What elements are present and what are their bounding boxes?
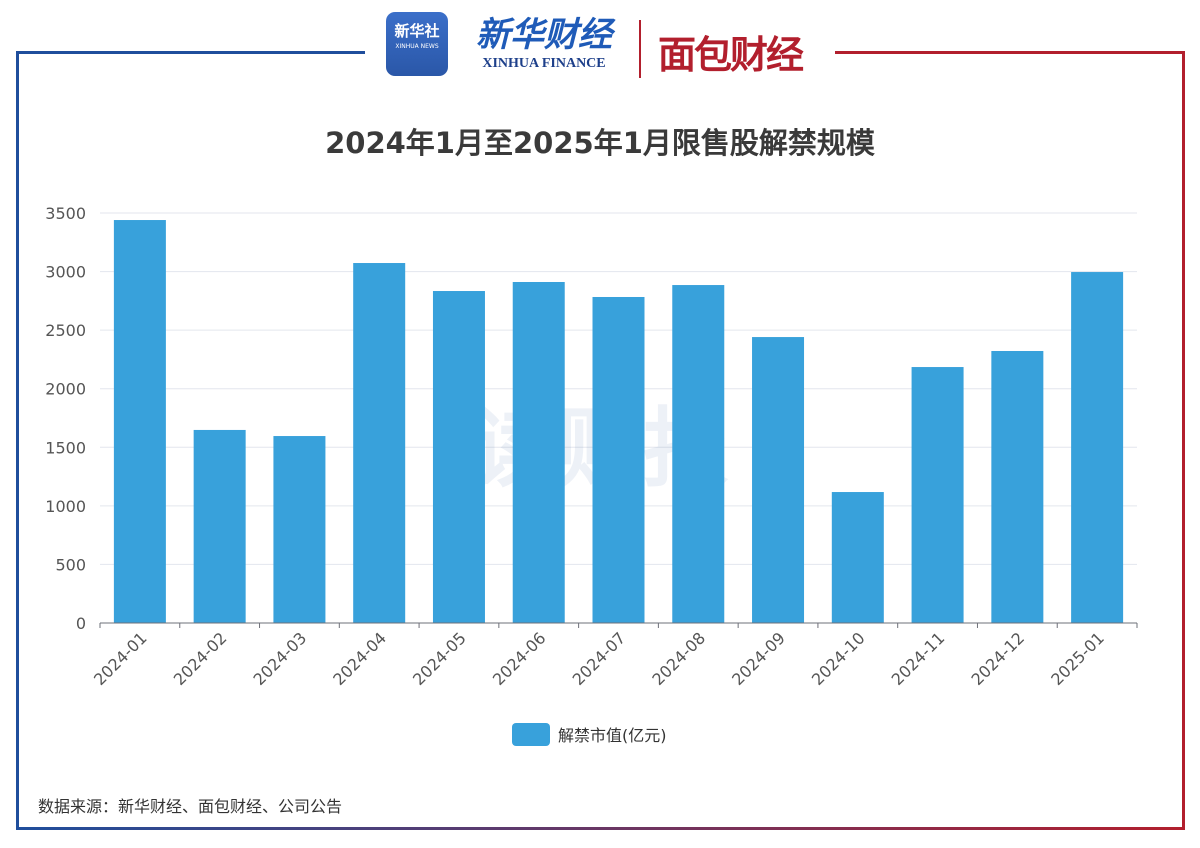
bar-2024-08	[672, 285, 725, 623]
bar-2024-12	[991, 350, 1044, 623]
y-tick-label: 500	[55, 555, 86, 574]
y-tick-label: 3000	[45, 263, 86, 282]
frame-top-left	[17, 51, 365, 54]
x-tick-label: 2024-06	[489, 628, 550, 689]
y-tick-label: 0	[76, 614, 86, 633]
y-tick-label: 1000	[45, 497, 86, 516]
bar-2024-02	[193, 429, 246, 623]
x-tick-label: 2024-12	[967, 628, 1028, 689]
chart-title: 2024年1月至2025年1月限售股解禁规模	[325, 126, 875, 160]
frame-bottom	[16, 827, 1185, 830]
x-tick-label: 2024-04	[329, 628, 390, 689]
x-tick-label: 2025-01	[1047, 628, 1108, 689]
y-tick-label: 1500	[45, 438, 86, 457]
xinhua-finance-logo: 新华财经 XINHUA FINANCE	[476, 15, 612, 71]
x-tick-label: 2024-09	[728, 628, 789, 689]
bar-2025-01	[1071, 272, 1124, 623]
x-tick-label: 2024-05	[409, 628, 470, 689]
x-tick-label: 2024-03	[250, 628, 311, 689]
bar-2024-07	[592, 296, 645, 623]
bar-2024-06	[512, 281, 565, 623]
frame-top-right	[835, 51, 1185, 54]
data-source: 数据来源：新华财经、面包财经、公司公告	[38, 797, 343, 816]
x-tick-label: 2024-10	[808, 628, 869, 689]
bar-2024-05	[432, 291, 485, 623]
legend-label: 解禁市值(亿元)	[558, 726, 667, 745]
logo-divider	[639, 20, 641, 78]
legend[interactable]: 解禁市值(亿元)	[512, 722, 667, 746]
x-tick-label: 2024-08	[648, 628, 709, 689]
mianbao-finance-logo: 面包财经	[658, 33, 804, 77]
y-tick-label: 2500	[45, 321, 86, 340]
bar-2024-03	[273, 436, 326, 623]
bar-2024-11	[911, 367, 964, 623]
bar-2024-10	[831, 492, 884, 623]
x-tick-label: 2024-01	[90, 628, 151, 689]
bar-2024-01	[113, 220, 166, 623]
frame-left	[16, 51, 19, 830]
x-tick-label: 2024-07	[569, 628, 630, 689]
y-tick-label: 3500	[45, 204, 86, 223]
frame-right	[1182, 51, 1185, 830]
bar-2024-09	[752, 337, 805, 623]
x-tick-label: 2024-02	[170, 628, 231, 689]
header-logos: 新华社 XINHUA NEWS 新华财经 XINHUA FINANCE 面包财经	[386, 12, 816, 80]
bar-2024-04	[353, 263, 406, 623]
legend-swatch	[512, 722, 550, 746]
y-tick-label: 2000	[45, 380, 86, 399]
x-tick-label: 2024-11	[888, 628, 949, 689]
xinhua-news-logo: 新华社 XINHUA NEWS	[386, 12, 448, 76]
